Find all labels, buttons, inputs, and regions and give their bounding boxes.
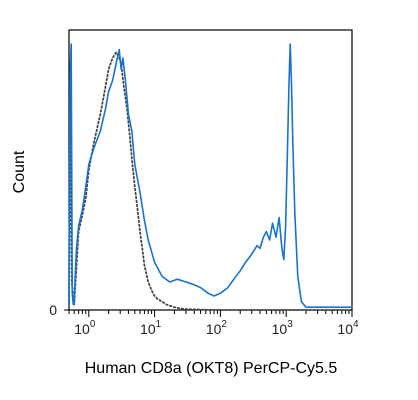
tick-labels: 100 101 102 103 104 0 — [49, 302, 359, 337]
y-axis-label: Count — [11, 150, 28, 193]
control-histogram-line — [68, 51, 353, 311]
x-tick-label: 104 — [337, 319, 359, 337]
x-axis-label: Human CD8a (OKT8) PerCP-Cy5.5 — [85, 360, 338, 377]
x-tick-label: 103 — [272, 319, 294, 337]
y-tick-label: 0 — [49, 302, 57, 318]
x-tick-label: 102 — [206, 319, 228, 337]
histogram-curves — [68, 43, 353, 311]
x-tick-label: 101 — [140, 319, 162, 337]
x-tick-label: 100 — [74, 319, 96, 337]
stained-histogram-line — [68, 43, 353, 308]
x-axis-ticks — [64, 309, 353, 317]
plot-frame — [68, 29, 353, 311]
plot-border — [68, 29, 353, 311]
